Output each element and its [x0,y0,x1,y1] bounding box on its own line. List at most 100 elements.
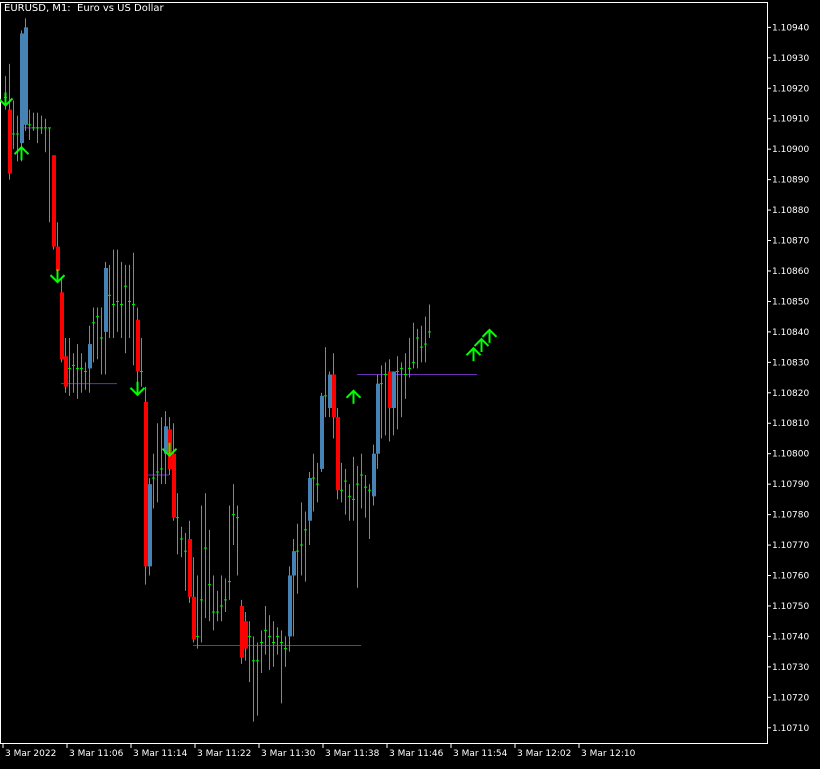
price-tick-label: 1.10840 [772,328,809,338]
candle [296,523,299,594]
candle [332,353,336,439]
candle [212,575,215,631]
candle-body [144,401,148,567]
arrow-up-icon [465,346,482,362]
candle [304,511,307,582]
candle [36,112,39,144]
candle [112,249,115,338]
candle [220,575,223,622]
price-tick-label: 1.10910 [772,115,809,125]
candle-body [376,383,380,454]
candle [288,566,292,652]
candle [372,444,376,506]
time-tick-label: 3 Mar 11:46 [389,749,444,759]
price-tick-label: 1.10900 [772,145,809,155]
candle [164,411,168,485]
time-tick-label: 3 Mar 11:38 [325,749,380,759]
candle [16,115,19,162]
candle [388,359,392,442]
candle [104,261,108,375]
candle [28,109,31,141]
price-axis[interactable]: 1.10940 1.10930 1.10920 1.10910 1.10900 1.108… [767,23,809,734]
arrow-down-icon [161,442,178,458]
candle [32,112,35,131]
candle [272,621,275,667]
time-tick-label: 3 Mar 11:22 [197,749,251,759]
candle [172,423,176,521]
candle [20,30,24,162]
candle [328,371,332,418]
candle [12,100,15,150]
time-tick-label: 3 Mar 12:10 [581,749,636,759]
candle [88,325,92,393]
price-tick-label: 1.10760 [772,572,809,582]
candle [96,307,99,360]
candle-body [164,426,168,454]
price-tick-label: 1.10820 [772,389,809,399]
time-axis[interactable]: 3 Mar 2022 3 Mar 11:06 3 Mar 11:14 3 Mar 11… [2,743,636,759]
candle [72,353,75,393]
candle [260,630,263,673]
candle [396,356,399,430]
candle [108,264,111,338]
candle [128,264,131,338]
candle [196,575,199,649]
candle [84,362,87,390]
price-tick-label: 1.10740 [772,632,809,642]
candles [4,18,431,722]
candle [224,578,227,613]
candle [268,615,271,670]
candle-body [104,267,108,332]
price-tick-label: 1.10830 [772,358,809,368]
candle [156,423,159,503]
candle [68,337,71,396]
candle [240,599,244,664]
candle [336,408,340,500]
candle [356,465,359,588]
candle [208,529,211,622]
price-tick-label: 1.10920 [772,84,809,94]
arrow-up-icon [345,389,362,404]
candle [340,462,343,503]
candle [264,605,267,655]
candle [244,612,248,661]
candle [144,386,148,585]
time-tick-label: 3 Mar 2022 [5,749,56,759]
candle [152,453,155,509]
candle-body [372,453,376,497]
candle [284,636,287,667]
signal-arrows [0,92,498,458]
time-tick-label: 3 Mar 11:30 [261,749,316,759]
candle-body [392,371,396,409]
candle [376,374,380,469]
candle-body [320,395,324,469]
candle-body [56,246,60,271]
candle [364,475,367,518]
price-tick-label: 1.10870 [772,237,809,247]
candle [380,365,383,439]
candle [256,642,259,716]
candle [48,127,51,223]
price-tick-label: 1.10730 [772,663,809,673]
candle [416,328,419,369]
time-tick-label: 3 Mar 11:06 [69,749,124,759]
arrow-up-icon [473,337,490,353]
price-tick-label: 1.10790 [772,480,809,490]
candle-body [188,538,192,597]
candle-body [148,484,152,567]
candle-body [8,109,12,174]
candle [352,456,355,521]
candle-body [328,374,332,409]
candle [428,304,431,338]
candle [64,337,68,393]
candle [408,337,411,378]
candle [192,557,196,643]
price-tick-label: 1.10860 [772,267,809,277]
time-tick-label: 3 Mar 11:14 [133,749,188,759]
candle [188,520,192,603]
candle-body [244,621,248,649]
price-tick-label: 1.10750 [772,602,809,612]
candle [184,532,187,591]
